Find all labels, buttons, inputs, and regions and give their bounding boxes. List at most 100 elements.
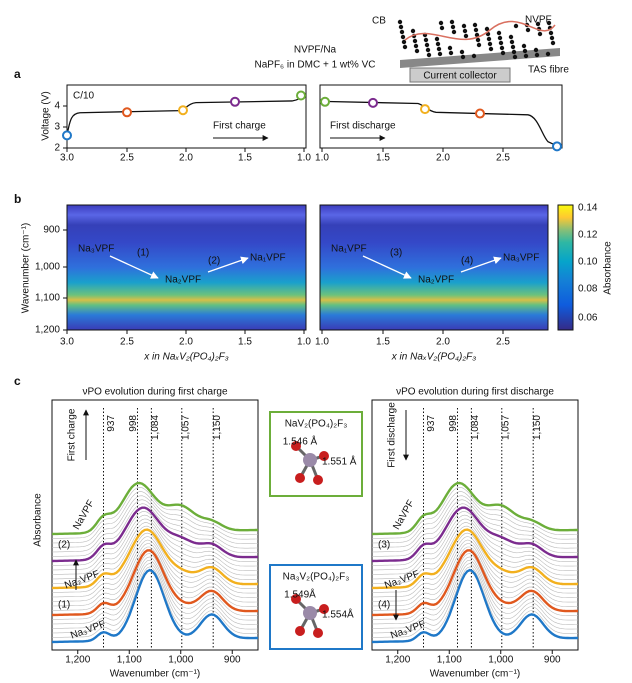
spectrum	[371, 491, 578, 544]
particle	[535, 21, 541, 27]
label: (2)	[58, 540, 70, 551]
axis-label: Absorbance	[603, 241, 614, 295]
particle	[533, 47, 539, 53]
plot-frame	[66, 84, 307, 149]
y-tick-label: 900	[43, 225, 60, 236]
spectrum	[371, 549, 578, 617]
panel-label: c	[14, 374, 21, 388]
x-tick-label: 2.0	[436, 153, 450, 164]
spectrum	[51, 543, 258, 607]
particle	[546, 20, 552, 26]
x-tick-label: 3.0	[60, 337, 74, 348]
label: C/10	[73, 91, 95, 102]
peak-label: 1,150	[212, 415, 223, 440]
x-tick-label: 2.0	[179, 153, 193, 164]
particle	[413, 43, 419, 49]
x-tick-label: 1.5	[376, 337, 390, 348]
arrow	[207, 256, 249, 273]
particle	[471, 53, 477, 59]
particle	[508, 34, 514, 40]
title: NaPF₆ in DMC + 1 wt% VC	[254, 60, 375, 71]
x-tick-label: 1.5	[376, 153, 390, 164]
spectrum	[371, 511, 578, 566]
label: (4)	[461, 256, 473, 267]
axis-label: Absorbance	[33, 493, 44, 547]
axis-label: Voltage (V)	[41, 91, 52, 140]
x-tick-label: 2.0	[179, 337, 193, 348]
label: TAS fibre	[528, 65, 569, 76]
plot-frame	[371, 399, 579, 651]
particle	[401, 39, 407, 45]
x-tick-label: 900	[544, 655, 561, 666]
colorbar	[557, 204, 574, 331]
particle	[434, 36, 440, 42]
particle	[438, 20, 444, 26]
colorbar-tick: 0.10	[578, 257, 598, 268]
axis-label: Wavenumber (cm⁻¹)	[110, 669, 200, 680]
spectrum	[51, 491, 258, 544]
particle	[461, 23, 467, 29]
particle	[525, 27, 531, 33]
particle	[521, 43, 527, 49]
particle	[447, 45, 453, 51]
x-tick-label: 1.0	[297, 337, 311, 348]
spectrum	[371, 522, 578, 580]
y-tick-label: 1,100	[35, 293, 60, 304]
oxygen-atom	[291, 441, 301, 451]
y-tick-label: 1,200	[35, 325, 60, 336]
x-tick-label: 1,200	[65, 655, 90, 666]
particle	[472, 22, 478, 28]
particle	[487, 41, 493, 47]
label: First discharge	[330, 121, 396, 132]
arrow	[460, 256, 502, 273]
particle	[523, 53, 529, 59]
spectrum	[51, 518, 258, 575]
axis-label: x in NaₓV₂(PO₄)₂F₃	[143, 352, 228, 363]
label: First charge	[67, 408, 78, 461]
particle	[449, 19, 455, 25]
x-tick-label: 1.0	[315, 337, 329, 348]
oxygen-atom	[313, 628, 323, 638]
spectrum	[51, 556, 258, 625]
particle	[550, 40, 556, 46]
x-tick-label: 3.0	[60, 153, 74, 164]
title: NVPF/Na	[294, 45, 337, 56]
peak-label: 998	[128, 415, 139, 432]
particle	[548, 30, 554, 36]
voltage-curve	[66, 94, 305, 136]
particle	[460, 54, 466, 60]
particle	[497, 35, 503, 41]
spectrum	[51, 499, 258, 553]
y-tick-label: 1,000	[35, 262, 60, 273]
x-tick-label: 1,000	[488, 655, 513, 666]
label: (1)	[137, 248, 149, 259]
y-tick-label: 2	[54, 143, 60, 154]
phosphorus-atom	[303, 606, 317, 620]
label: 1.554Å	[322, 608, 354, 621]
state-marker	[420, 104, 430, 115]
spectrum	[371, 525, 578, 584]
label: Na₃V₂(PO₄)₂F₃	[283, 572, 350, 583]
particle	[534, 52, 540, 58]
peak-label: 998	[448, 415, 459, 432]
spectrum	[371, 506, 578, 563]
particle	[437, 51, 443, 57]
label: Current collector	[423, 71, 497, 82]
peak-label: 1,084	[150, 415, 161, 440]
spectrum	[371, 543, 578, 607]
particle	[423, 37, 429, 43]
particle	[424, 42, 430, 48]
state-marker	[475, 108, 485, 119]
y-tick-label: 4	[54, 101, 60, 112]
arrow	[362, 255, 412, 279]
x-tick-label: 2.5	[120, 153, 134, 164]
colorbar-tick: 0.08	[578, 284, 598, 295]
x-tick-label: 1,000	[168, 655, 193, 666]
particle	[500, 50, 506, 56]
spectrum	[51, 563, 258, 634]
particle	[509, 39, 515, 45]
spectrum	[371, 546, 578, 611]
spectrum	[51, 566, 258, 638]
content: a NVPF/Na NaPF₆ in DMC + 1 wt% VC Voltage (…	[14, 15, 614, 680]
particle	[476, 42, 482, 48]
